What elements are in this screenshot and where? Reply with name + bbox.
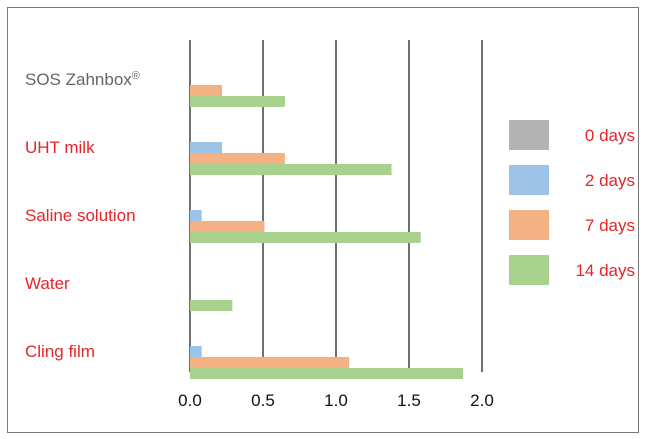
bar-14-days: [190, 232, 421, 243]
legend-swatch: [509, 255, 549, 285]
x-tick-label: 0.0: [178, 391, 202, 410]
x-tick-label: 1.0: [324, 391, 348, 410]
chart-frame: SOS Zahnbox® UHT milk Saline solution Water…: [7, 7, 639, 433]
category-label: UHT milk: [25, 138, 95, 157]
legend-label: 2 days: [585, 171, 635, 190]
legend-swatch: [509, 210, 549, 240]
bar-7-days: [190, 221, 265, 232]
bar-7-days: [190, 357, 350, 368]
legend-swatch: [509, 120, 549, 150]
registered-mark: ®: [132, 70, 140, 82]
legend-label: 0 days: [585, 126, 635, 145]
legend-label: 7 days: [585, 216, 635, 235]
legend-label: 14 days: [575, 261, 635, 280]
bar-2-days: [190, 142, 223, 153]
bar-14-days: [190, 96, 285, 107]
bar-chart: SOS Zahnbox® UHT milk Saline solution Water…: [25, 40, 635, 410]
category-label: Saline solution: [25, 206, 136, 225]
legend-swatch: [509, 165, 549, 195]
bar-7-days: [190, 153, 285, 164]
bar-7-days: [190, 85, 223, 96]
category-label: SOS Zahnbox®: [25, 70, 140, 89]
x-tick-label: 1.5: [397, 391, 421, 410]
x-tick-label: 2.0: [470, 391, 494, 410]
bar-14-days: [190, 164, 392, 175]
bar-2-days: [190, 346, 202, 357]
category-label: Cling film: [25, 342, 95, 361]
x-tick-label: 0.5: [251, 391, 275, 410]
category-label: Water: [25, 274, 70, 293]
bar-14-days: [190, 300, 233, 311]
bar-14-days: [190, 368, 464, 379]
bar-2-days: [190, 210, 202, 221]
